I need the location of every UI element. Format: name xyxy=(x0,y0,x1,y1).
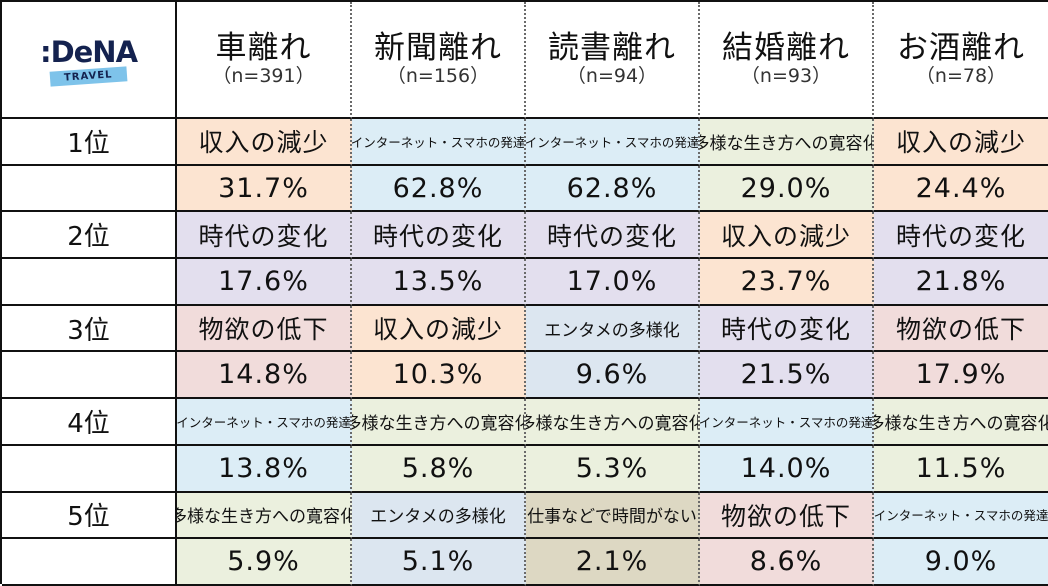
percentage-value: 21.5% xyxy=(700,352,874,400)
column-sample-size: （n=156） xyxy=(386,65,490,88)
percentage-value: 5.3% xyxy=(526,445,700,493)
reason-label: 時代の変化 xyxy=(352,212,526,260)
reason-label: 多様な生き方への寛容化 xyxy=(526,399,700,446)
reason-label: 収入の減少 xyxy=(874,119,1048,166)
reason-label: インターネット・スマホの発達 xyxy=(526,119,700,166)
rank-spacer xyxy=(2,165,177,213)
reason-label: 時代の変化 xyxy=(526,212,700,260)
percentage-value: 17.0% xyxy=(526,259,700,306)
percentage-value: 14.0% xyxy=(700,445,874,493)
reason-label: インターネット・スマホの発達 xyxy=(700,399,874,446)
reason-label: エンタメの多様化 xyxy=(352,492,526,540)
reason-label: 物欲の低下 xyxy=(700,492,874,540)
percentage-value: 9.6% xyxy=(526,352,700,400)
reason-label: 多様な生き方への寛容化 xyxy=(700,119,874,166)
percentage-value: 11.5% xyxy=(874,445,1048,493)
logo-wordmark: :DeNA xyxy=(39,35,138,69)
percentage-value: 62.8% xyxy=(526,165,700,213)
rank-label: 3位 xyxy=(2,305,177,353)
rank-label: 5位 xyxy=(2,492,177,540)
percentage-value: 9.0% xyxy=(874,539,1048,586)
percentage-value: 17.6% xyxy=(177,259,352,306)
rank-label: 4位 xyxy=(2,399,177,446)
reason-label: インターネット・スマホの発達 xyxy=(352,119,526,166)
column-header: お酒離れ （n=78） xyxy=(874,2,1048,119)
percentage-value: 17.9% xyxy=(874,352,1048,400)
column-sample-size: （n=391） xyxy=(212,65,315,88)
percentage-value: 5.1% xyxy=(352,539,526,586)
column-title: 結婚離れ xyxy=(722,29,850,66)
column-sample-size: （n=94） xyxy=(566,65,658,88)
percentage-value: 8.6% xyxy=(700,539,874,586)
rank-spacer xyxy=(2,445,177,493)
rank-spacer xyxy=(2,539,177,586)
percentage-value: 5.8% xyxy=(352,445,526,493)
reason-label: エンタメの多様化 xyxy=(526,305,700,353)
percentage-value: 29.0% xyxy=(700,165,874,213)
reason-label: 時代の変化 xyxy=(874,212,1048,260)
column-title: お酒離れ xyxy=(897,29,1025,66)
reason-label: 多様な生き方への寛容化 xyxy=(874,399,1048,446)
percentage-value: 13.5% xyxy=(352,259,526,306)
column-header: 結婚離れ （n=93） xyxy=(700,2,874,119)
column-sample-size: （n=93） xyxy=(740,65,832,88)
column-title: 読書離れ xyxy=(548,29,676,66)
reason-label: インターネット・スマホの発達 xyxy=(177,399,352,446)
column-title: 新聞離れ xyxy=(374,29,502,66)
percentage-value: 62.8% xyxy=(352,165,526,213)
reason-label: 収入の減少 xyxy=(352,305,526,353)
reason-label: 物欲の低下 xyxy=(874,305,1048,353)
reason-label: 収入の減少 xyxy=(700,212,874,260)
rank-spacer xyxy=(2,352,177,400)
percentage-value: 23.7% xyxy=(700,259,874,306)
percentage-value: 2.1% xyxy=(526,539,700,586)
rank-label: 1位 xyxy=(2,119,177,166)
column-header: 新聞離れ （n=156） xyxy=(352,2,526,119)
rank-label: 2位 xyxy=(2,212,177,260)
reason-label: 時代の変化 xyxy=(177,212,352,260)
reason-label: インターネット・スマホの発達 xyxy=(874,492,1048,540)
rank-spacer xyxy=(2,259,177,306)
reason-label: 仕事などで時間がない xyxy=(526,492,700,540)
reason-label: 収入の減少 xyxy=(177,119,352,166)
percentage-value: 14.8% xyxy=(177,352,352,400)
reason-label: 多様な生き方への寛容化 xyxy=(352,399,526,446)
logo-badge: TRAVEL xyxy=(49,66,128,87)
percentage-value: 21.8% xyxy=(874,259,1048,306)
percentage-value: 10.3% xyxy=(352,352,526,400)
logo: :DeNA TRAVEL xyxy=(2,2,177,119)
column-title: 車離れ xyxy=(215,29,312,66)
reason-label: 物欲の低下 xyxy=(177,305,352,353)
percentage-value: 5.9% xyxy=(177,539,352,586)
column-sample-size: （n=78） xyxy=(915,65,1007,88)
column-header: 車離れ （n=391） xyxy=(177,2,352,119)
percentage-value: 31.7% xyxy=(177,165,352,213)
reason-label: 多様な生き方への寛容化 xyxy=(177,492,352,540)
percentage-value: 13.8% xyxy=(177,445,352,493)
column-header: 読書離れ （n=94） xyxy=(526,2,700,119)
reason-label: 時代の変化 xyxy=(700,305,874,353)
percentage-value: 24.4% xyxy=(874,165,1048,213)
